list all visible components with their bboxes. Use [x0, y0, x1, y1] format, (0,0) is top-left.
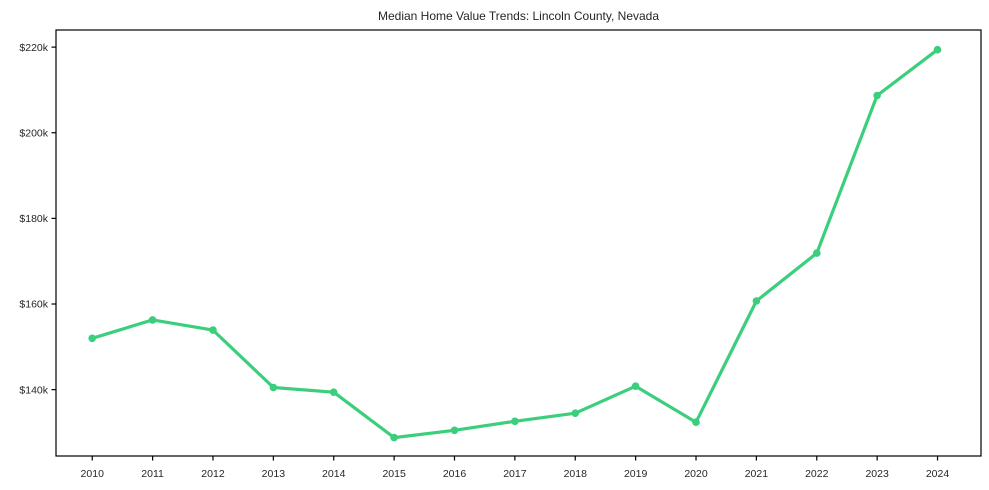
data-point-marker — [813, 249, 821, 257]
x-axis-tick-label: 2023 — [865, 468, 889, 480]
x-axis-tick-label: 2010 — [81, 468, 105, 480]
data-point-marker — [390, 433, 398, 442]
y-axis-tick-label: $160k — [19, 299, 48, 311]
y-axis-tick-label: $220k — [19, 42, 48, 54]
x-axis-tick-label: 2018 — [564, 468, 588, 480]
plot-border — [55, 29, 982, 457]
x-axis-tick-label: 2012 — [201, 468, 225, 480]
x-axis-tick-label: 2022 — [805, 468, 829, 480]
data-point-marker — [148, 316, 157, 324]
x-axis-tick-label: 2016 — [443, 468, 467, 480]
y-axis-tick-label: $200k — [19, 127, 48, 139]
data-point-marker — [511, 417, 519, 426]
x-axis-tick-label: 2015 — [382, 468, 406, 480]
data-point-marker — [631, 382, 640, 391]
data-point-marker — [88, 334, 96, 343]
data-point-marker — [692, 418, 700, 427]
data-point-marker — [571, 409, 580, 418]
data-point-marker — [752, 297, 761, 305]
chart-title: Median Home Value Trends: Lincoln County… — [377, 9, 660, 23]
x-axis-tick-label: 2013 — [262, 468, 286, 480]
data-point-marker — [329, 388, 338, 397]
data-point-marker — [269, 383, 278, 392]
x-axis-tick-label: 2019 — [624, 468, 648, 480]
x-axis-tick-label: 2017 — [503, 468, 527, 480]
data-point-marker — [933, 45, 942, 54]
x-axis-tick-label: 2021 — [745, 468, 769, 480]
x-axis-tick-label: 2014 — [322, 468, 346, 480]
y-axis-tick-label: $140k — [19, 384, 48, 396]
x-axis-tick-label: 2020 — [684, 468, 708, 480]
data-line-median-home-value — [90, 48, 940, 440]
data-point-marker — [873, 91, 881, 100]
y-axis-tick-label: $180k — [19, 213, 48, 225]
data-point-marker — [450, 426, 459, 435]
data-point-marker — [209, 326, 217, 334]
x-axis-tick-label: 2024 — [926, 468, 950, 480]
x-axis-tick-label: 2011 — [141, 468, 164, 480]
